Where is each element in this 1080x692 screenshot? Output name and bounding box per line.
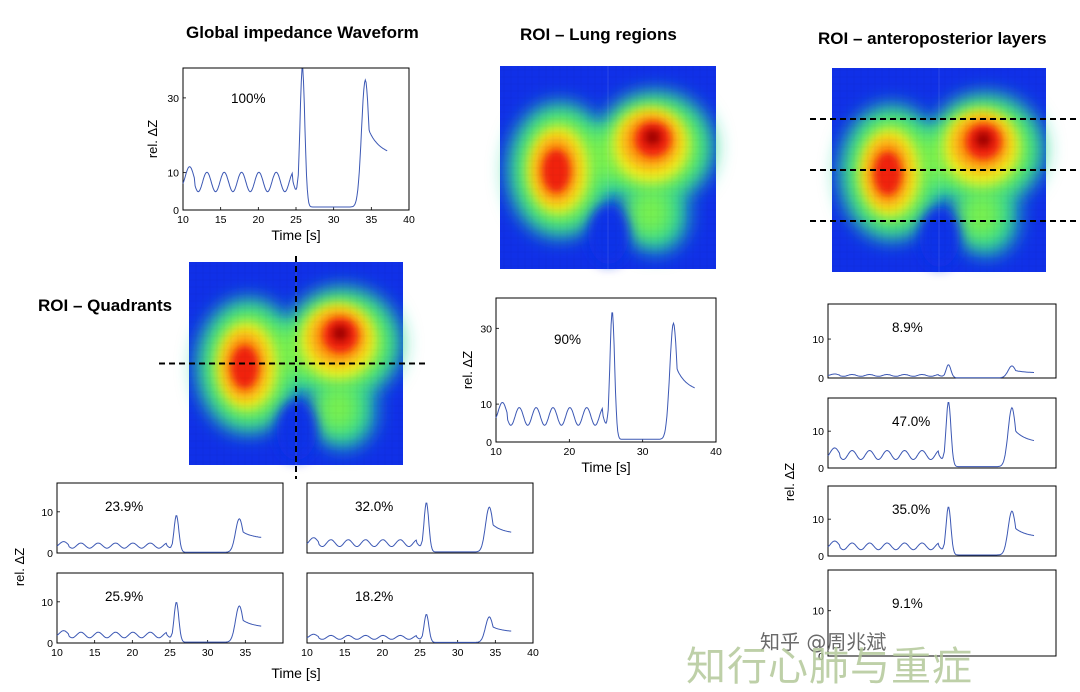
y-tick-label: 10 [812, 606, 824, 618]
y-tick-label: 10 [41, 507, 53, 519]
x-tick-label: 20 [252, 214, 264, 226]
x-tick-label: 15 [339, 647, 351, 659]
x-tick-label: 25 [290, 214, 302, 226]
x-tick-label: 20 [563, 446, 575, 458]
chart-quad_tl: 0 10 23.9% rel. ΔZ [12, 482, 284, 586]
y-tick-label: 10 [812, 426, 824, 438]
impedance-trace [827, 506, 1035, 556]
percent-label: 47.0% [892, 414, 930, 429]
x-tick-label: 15 [89, 647, 101, 659]
x-tick-label: 30 [452, 647, 464, 659]
percent-label: 25.9% [105, 589, 143, 604]
x-tick-label: 10 [490, 446, 502, 458]
y-axis-label: rel. ΔZ [782, 463, 797, 501]
y-tick-label: 30 [480, 323, 492, 335]
pixel-grid [500, 66, 716, 269]
impedance-trace [306, 502, 512, 553]
x-tick-label: 20 [376, 647, 388, 659]
quadrants-title: ROI – Quadrants [38, 296, 173, 315]
y-tick-label: 10 [167, 168, 179, 180]
y-tick-label: 30 [167, 93, 179, 105]
x-tick-label: 35 [365, 214, 377, 226]
percent-label: 90% [554, 332, 581, 347]
chart-quad_tr: 32.0% [306, 482, 534, 554]
y-tick-label: 0 [47, 638, 53, 650]
global-waveform-title: Global impedance Waveform [186, 23, 419, 42]
chart-quad_br: 10 15 20 25 30 35 40 18.2% Time [s] [271, 572, 539, 681]
x-tick-label: 40 [527, 647, 539, 659]
y-axis-label: rel. ΔZ [12, 548, 27, 586]
y-tick-label: 10 [812, 514, 824, 526]
impedance-trace [495, 312, 695, 440]
x-tick-label: 10 [177, 214, 189, 226]
x-tick-label: 30 [328, 214, 340, 226]
x-tick-label: 30 [202, 647, 214, 659]
y-tick-label: 10 [41, 597, 53, 609]
y-axis-label: rel. ΔZ [145, 120, 160, 158]
chart-ap3: 0 10 35.0% [812, 485, 1057, 563]
ap-layers-title: ROI – anteroposterior layers [818, 29, 1047, 48]
x-tick-label: 25 [164, 647, 176, 659]
chart-ap4: 0 10 9.1% [812, 569, 1057, 663]
plot-frame [306, 572, 534, 644]
y-axis-label: rel. ΔZ [460, 351, 475, 389]
x-tick-label: 25 [414, 647, 426, 659]
lung-regions-title: ROI – Lung regions [520, 25, 677, 44]
chart-ap2: 0 10 47.0% rel. ΔZ [782, 397, 1057, 501]
plot-frame [56, 572, 284, 644]
plot-frame [827, 303, 1057, 379]
plot-frame [306, 482, 534, 554]
x-axis-label: Time [s] [271, 227, 320, 243]
chart-ap1: 0 10 8.9% [812, 303, 1057, 385]
x-tick-label: 40 [710, 446, 722, 458]
x-axis-label: Time [s] [581, 459, 630, 475]
x-tick-label: 15 [215, 214, 227, 226]
plot-frame [827, 485, 1057, 557]
percent-label: 8.9% [892, 320, 923, 335]
impedance-trace [827, 364, 1034, 379]
x-tick-label: 35 [239, 647, 251, 659]
x-axis-label: Time [s] [271, 665, 320, 681]
y-tick-label: 0 [47, 548, 53, 560]
y-tick-label: 10 [480, 399, 492, 411]
impedance-trace [182, 68, 388, 208]
y-tick-label: 0 [818, 373, 824, 385]
plot-frame [182, 67, 410, 211]
percent-label: 35.0% [892, 502, 930, 517]
watermark-handle: 知乎 @周兆斌 [760, 630, 887, 654]
x-tick-label: 10 [301, 647, 313, 659]
plot-frame [56, 482, 284, 554]
impedance-trace [56, 602, 262, 643]
percent-label: 9.1% [892, 596, 923, 611]
x-tick-label: 40 [403, 214, 415, 226]
impedance-trace [827, 402, 1035, 468]
percent-label: 18.2% [355, 589, 393, 604]
plot-frame [827, 569, 1057, 657]
lung-regions-map [500, 66, 716, 269]
y-tick-label: 0 [818, 551, 824, 563]
plot-frame [827, 397, 1057, 469]
impedance-trace [306, 614, 512, 643]
percent-label: 32.0% [355, 499, 393, 514]
y-tick-label: 10 [812, 334, 824, 346]
ap-layers-map [810, 68, 1076, 272]
y-tick-label: 0 [486, 437, 492, 449]
x-tick-label: 30 [637, 446, 649, 458]
x-tick-label: 20 [126, 647, 138, 659]
x-tick-label: 10 [51, 647, 63, 659]
x-tick-label: 35 [489, 647, 501, 659]
plot-frame [495, 297, 717, 443]
y-tick-label: 0 [173, 205, 179, 217]
impedance-trace [56, 515, 262, 553]
percent-label: 100% [231, 91, 266, 106]
quadrants-map [159, 256, 425, 479]
watermark-brand: 知行心肺与重症 [686, 644, 973, 690]
percent-label: 23.9% [105, 499, 143, 514]
y-tick-label: 0 [818, 651, 824, 663]
y-tick-label: 0 [818, 463, 824, 475]
